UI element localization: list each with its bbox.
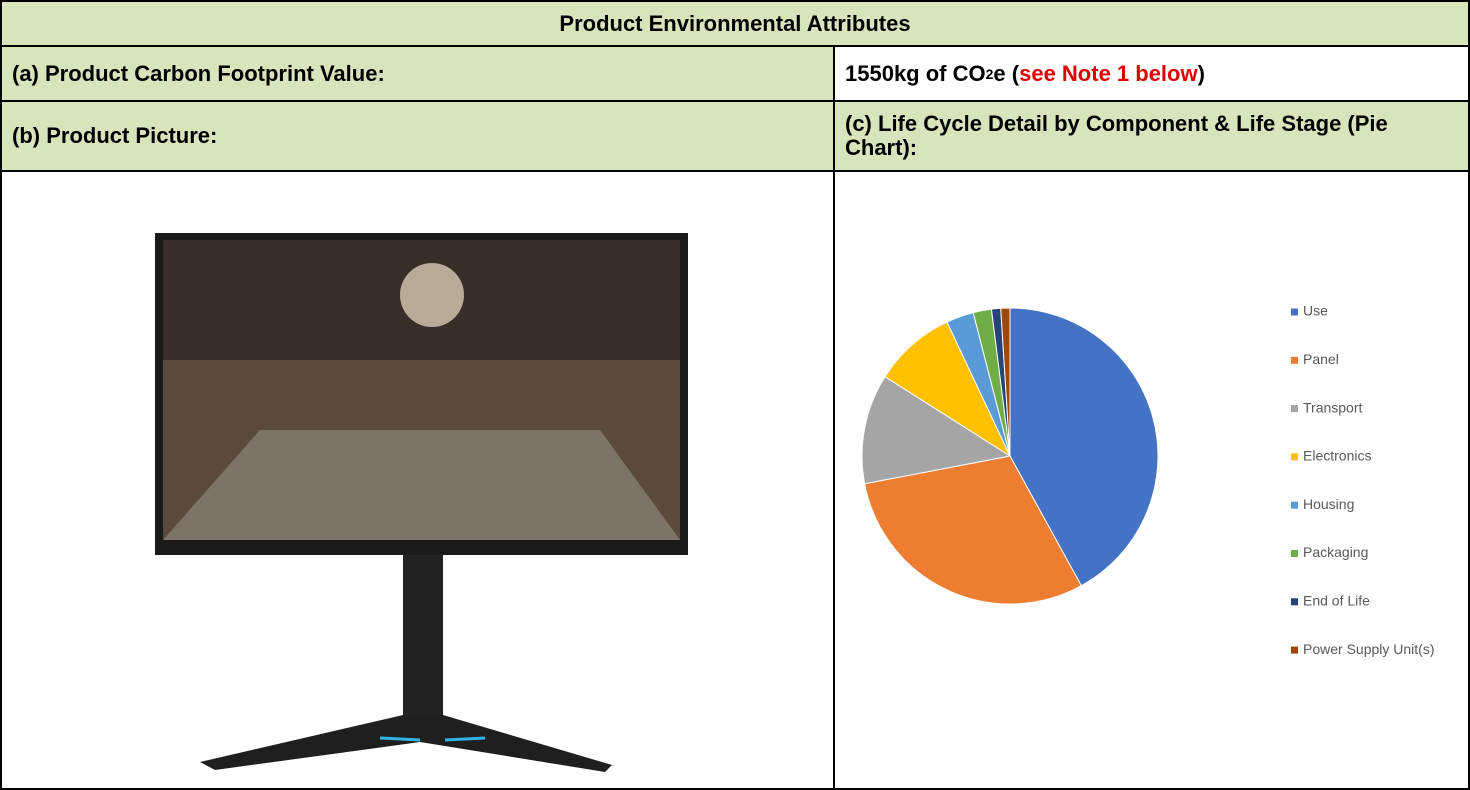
legend-label: Power Supply Unit(s) [1303, 641, 1435, 657]
screen-floor [163, 430, 680, 540]
legend-label: End of Life [1303, 593, 1370, 609]
note-link: see Note 1 below [1019, 60, 1198, 86]
pie-slice [861, 376, 1012, 485]
pie-slice [884, 321, 1012, 458]
close-paren: ) [1197, 60, 1205, 86]
monitor-base [200, 715, 612, 772]
legend-label: Housing [1303, 496, 1354, 512]
legend-label: Panel [1303, 351, 1339, 367]
base-light [444, 736, 486, 742]
monitor-stand [403, 555, 443, 725]
legend-label: Electronics [1303, 448, 1371, 464]
legend-swatch [1291, 598, 1298, 606]
value-suffix: e ( [993, 60, 1020, 86]
legend-swatch [1291, 405, 1298, 413]
legend-swatch [1291, 308, 1298, 316]
legend-swatch [1291, 501, 1298, 509]
subscript: 2 [985, 65, 994, 82]
pie-slice [1000, 307, 1011, 457]
legend-label: Use [1303, 303, 1328, 319]
pie-slice [1009, 307, 1159, 587]
pie-slice [864, 455, 1082, 605]
row-label: (b) Product Picture: [0, 100, 835, 172]
legend-swatch [1291, 646, 1298, 654]
legend-label: Packaging [1303, 544, 1368, 560]
screen-emblem [400, 263, 464, 327]
base-light [379, 736, 421, 742]
legend-label: Transport [1303, 399, 1363, 415]
legend-swatch [1291, 550, 1298, 557]
legend-swatch [1291, 453, 1298, 461]
table-title: Product Environmental Attributes [0, 0, 1470, 47]
monitor-picture [155, 233, 688, 772]
row-label: (c) Life Cycle Detail by Component & Lif… [833, 100, 1470, 172]
value-text: 1550kg of CO [845, 60, 986, 86]
legend-swatch [1291, 356, 1298, 364]
